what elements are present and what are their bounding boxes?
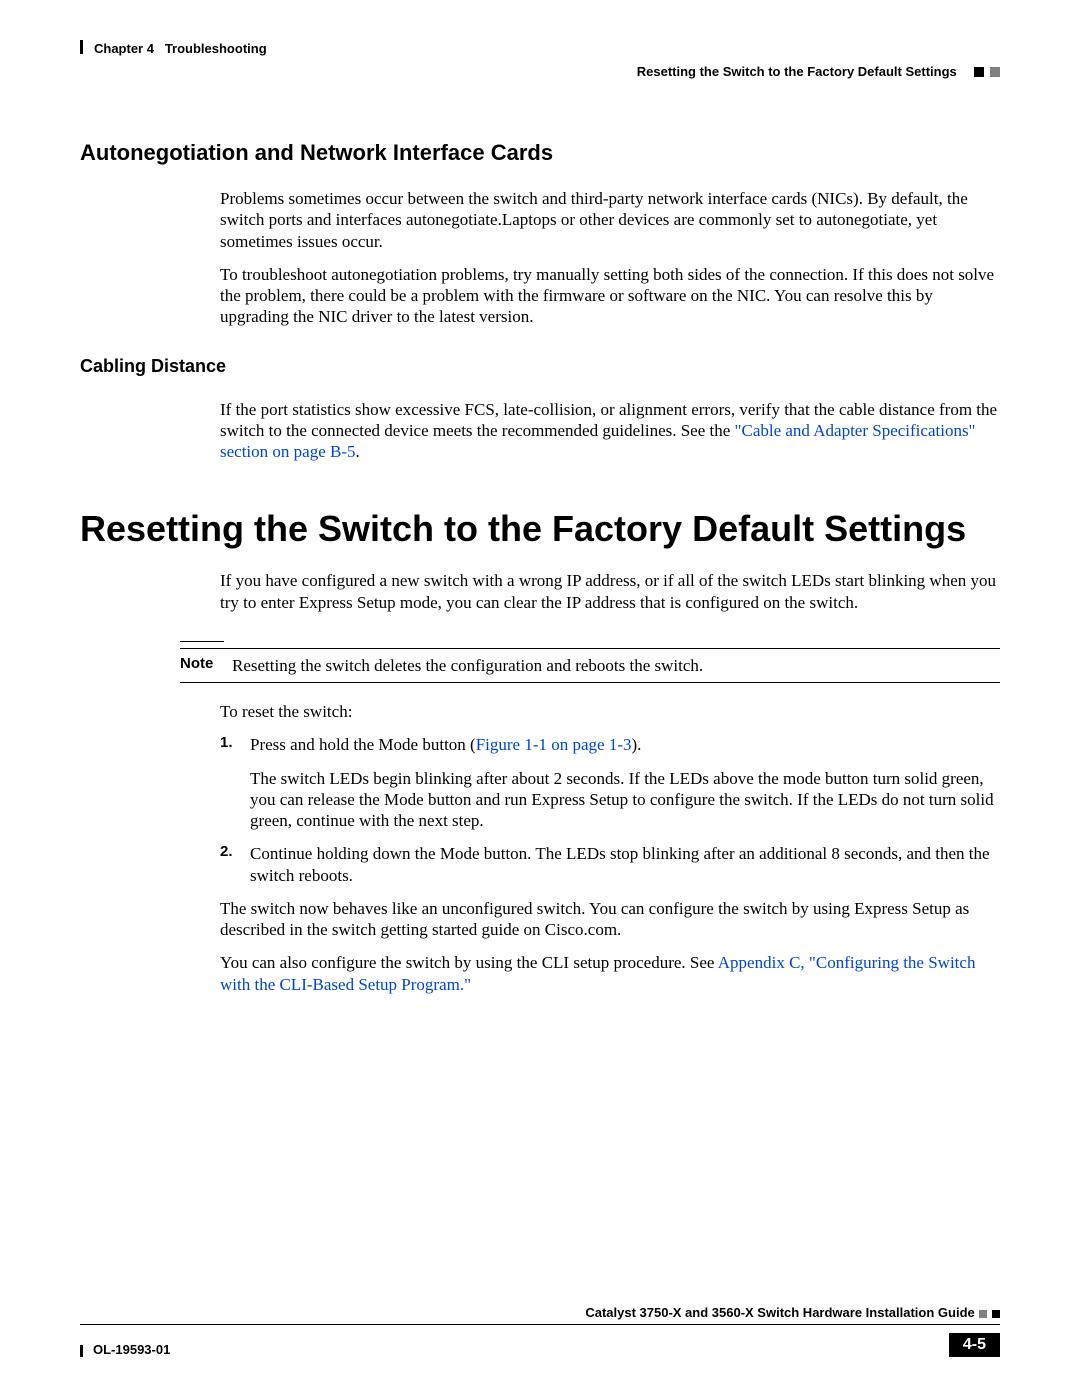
step-1-number: 1. [220, 734, 238, 755]
note-rule-top-long [180, 648, 1000, 649]
step-2: 2. Continue holding down the Mode button… [220, 843, 1000, 886]
square-icon [990, 67, 1000, 77]
reset-p1: If you have configured a new switch with… [220, 570, 1000, 613]
step-1a: Press and hold the Mode button ( [250, 735, 476, 754]
step-1b: ). [632, 735, 642, 754]
footer-rule [80, 1324, 1000, 1325]
chapter-label: Chapter 4 Troubleshooting [94, 41, 267, 56]
step-2-text: Continue holding down the Mode button. T… [250, 843, 1000, 886]
page-number-badge: 4-5 [949, 1333, 1000, 1357]
reset-steps: 1. Press and hold the Mode button (Figur… [220, 734, 1000, 755]
cabling-p1b: . [356, 442, 360, 461]
chapter-title: Troubleshooting [165, 41, 267, 56]
heading-resetting: Resetting the Switch to the Factory Defa… [80, 508, 1000, 550]
footer-decor-squares [978, 1305, 1000, 1320]
reset-p3: The switch now behaves like an unconfigu… [220, 898, 1000, 941]
header-section-title: Resetting the Switch to the Factory Defa… [637, 64, 957, 79]
header-section-row: Resetting the Switch to the Factory Defa… [80, 64, 1000, 80]
heading-cabling: Cabling Distance [80, 356, 1000, 377]
footer-left: OL-19593-01 [80, 1342, 170, 1357]
step-1-sub: The switch LEDs begin blinking after abo… [250, 768, 1000, 832]
footer-row: OL-19593-01 4-5 [80, 1333, 1000, 1357]
note-rule-bottom [180, 682, 1000, 683]
reset-p4: You can also configure the switch by usi… [220, 952, 1000, 995]
note-row: Note Resetting the switch deletes the co… [180, 655, 1000, 676]
step-1: 1. Press and hold the Mode button (Figur… [220, 734, 1000, 755]
note-rule-top-short [180, 641, 224, 642]
reset-p4a: You can also configure the switch by usi… [220, 953, 718, 972]
link-figure-1-1[interactable]: Figure 1-1 on page 1-3 [476, 735, 632, 754]
footer-accent-bar [80, 1345, 83, 1357]
footer-doc-id: OL-19593-01 [93, 1342, 170, 1357]
footer-guide-row: Catalyst 3750-X and 3560-X Switch Hardwa… [80, 1305, 1000, 1320]
heading-autonegotiation: Autonegotiation and Network Interface Ca… [80, 140, 1000, 166]
note-block: Note Resetting the switch deletes the co… [180, 641, 1000, 683]
step-1-text: Press and hold the Mode button (Figure 1… [250, 734, 641, 755]
square-icon [974, 67, 984, 77]
footer-guide-title: Catalyst 3750-X and 3560-X Switch Hardwa… [585, 1305, 974, 1320]
autoneg-p2: To troubleshoot autonegotiation problems… [220, 264, 1000, 328]
note-text: Resetting the switch deletes the configu… [232, 655, 703, 676]
square-icon [979, 1310, 987, 1318]
header-accent-bar [80, 40, 83, 54]
header-chapter-row: Chapter 4 Troubleshooting [80, 40, 1000, 58]
note-label: Note [180, 655, 216, 676]
step-2-number: 2. [220, 843, 238, 886]
chapter-number: Chapter 4 [94, 41, 154, 56]
reset-steps-2: 2. Continue holding down the Mode button… [220, 843, 1000, 886]
square-icon [992, 1310, 1000, 1318]
cabling-p1: If the port statistics show excessive FC… [220, 399, 1000, 463]
reset-p2: To reset the switch: [220, 701, 1000, 722]
header-decor-squares [972, 65, 1000, 80]
autoneg-p1: Problems sometimes occur between the swi… [220, 188, 1000, 252]
page-footer: Catalyst 3750-X and 3560-X Switch Hardwa… [80, 1305, 1000, 1357]
